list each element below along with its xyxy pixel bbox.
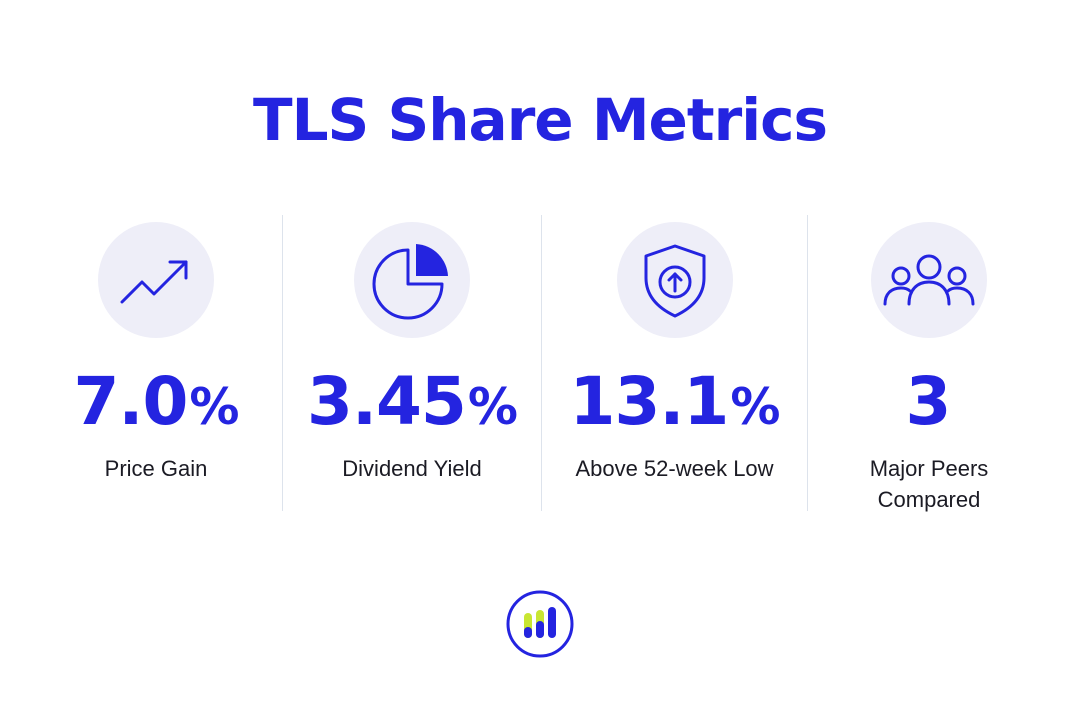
metric-above-52-week-low: 13.1% Above 52-week Low — [541, 215, 807, 511]
metric-number: 3 — [905, 363, 952, 440]
people-group-icon — [871, 222, 987, 338]
metric-unit: % — [730, 378, 780, 436]
metric-number: 3.45 — [307, 363, 467, 440]
metrics-row: 7.0% Price Gain 3.45% Dividend Yield 13.… — [30, 215, 1050, 512]
pie-chart-icon — [354, 222, 470, 338]
metric-value: 13.1% — [542, 365, 807, 444]
metric-dividend-yield: 3.45% Dividend Yield — [282, 215, 541, 511]
metric-number: 13.1 — [569, 363, 730, 440]
metric-value: 7.0% — [30, 365, 282, 444]
metric-label: Major Peers Compared — [869, 456, 989, 512]
shield-arrow-up-icon — [616, 222, 733, 338]
metric-major-peers: 3 Major Peers Compared — [807, 215, 1050, 512]
metric-label: Above 52-week Low — [575, 456, 774, 481]
metric-value: 3.45% — [283, 365, 541, 444]
page-title: TLS Share Metrics — [253, 86, 828, 154]
metric-label: Price Gain — [104, 456, 208, 481]
metric-label: Dividend Yield — [342, 456, 482, 481]
bar-chart-logo-icon — [506, 590, 574, 658]
metric-value: 3 — [808, 365, 1050, 444]
metric-unit: % — [189, 378, 239, 436]
trend-up-icon — [98, 222, 214, 338]
metric-unit: % — [467, 378, 518, 436]
metric-price-gain: 7.0% Price Gain — [30, 215, 282, 511]
metric-number: 7.0 — [73, 363, 188, 440]
